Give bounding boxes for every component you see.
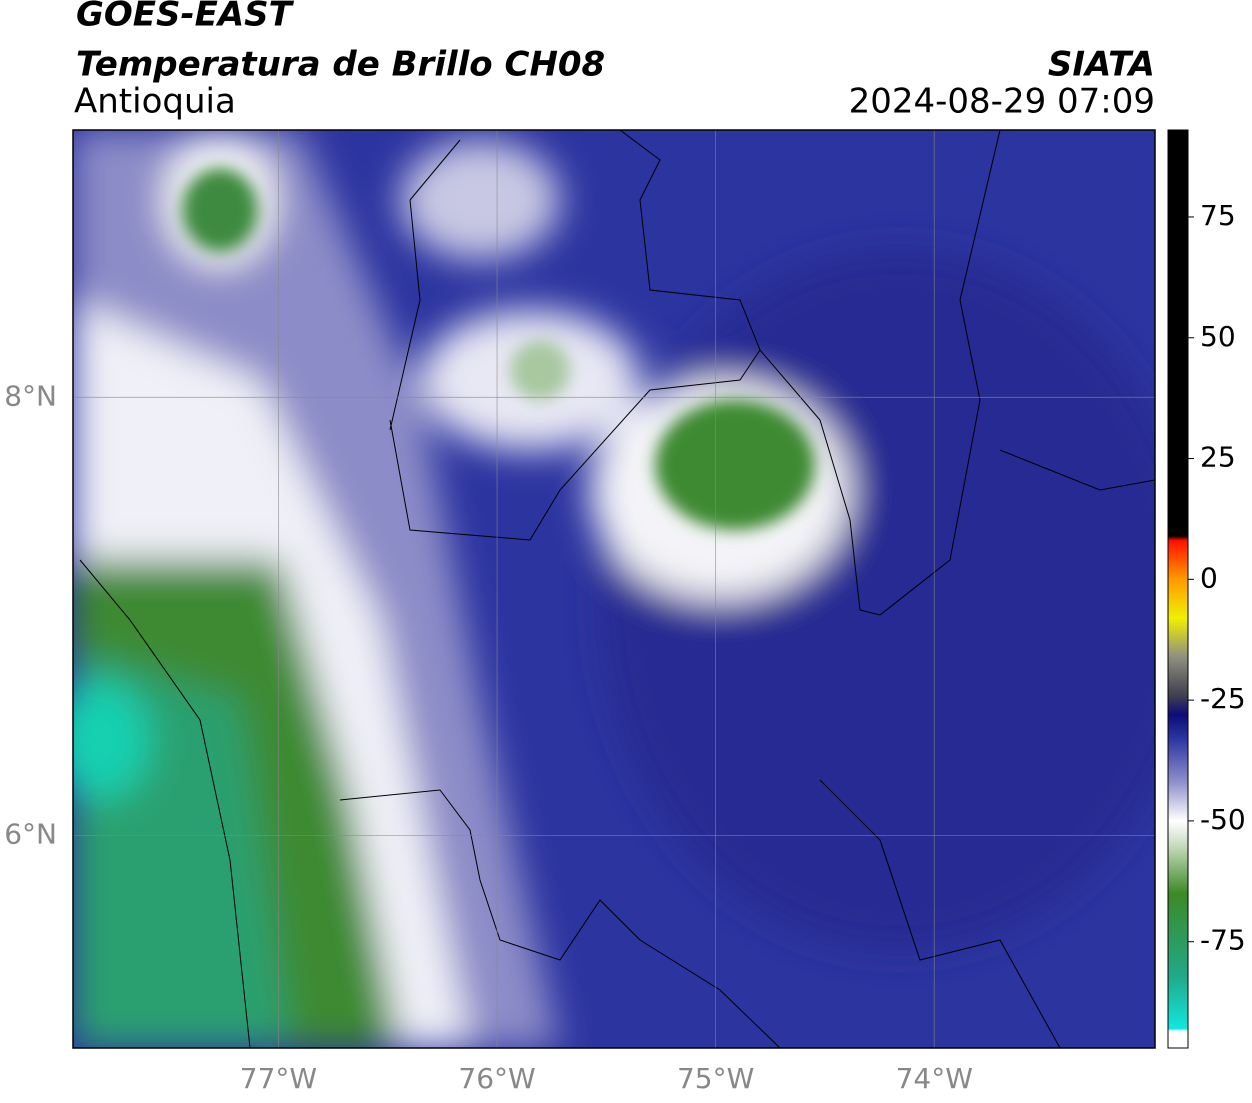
title: GOES-EAST (76, 0, 295, 35)
colorbar-tick-label: 50 (1200, 320, 1236, 353)
y-tick-label: 6°N (4, 817, 57, 850)
colorbar (1167, 129, 1189, 1049)
colorbar-tick-label: -50 (1200, 803, 1246, 836)
x-tick-label: 76°W (458, 1062, 535, 1095)
source: SIATA (1048, 45, 1155, 85)
colorbar-tick-label: 0 (1200, 561, 1218, 594)
datetime: 2024-08-29 07:09 (849, 82, 1155, 122)
x-tick-label: 74°W (896, 1062, 973, 1095)
y-tick-label: 8°N (4, 379, 57, 412)
colorbar-tick-label: 75 (1200, 199, 1236, 232)
region: Antioquia (74, 82, 236, 122)
colorbar-tick-label: -75 (1200, 924, 1246, 957)
map-imagery (73, 130, 1155, 1048)
map-frame (72, 129, 1156, 1049)
colorbar-tick-label: -25 (1200, 682, 1246, 715)
x-tick-label: 77°W (240, 1062, 317, 1095)
colorbar-ticks: 75 50 25 0 -25 -50 -75 (1188, 199, 1246, 957)
grid (73, 130, 1155, 1048)
colorbar-tick-label: 25 (1200, 441, 1236, 474)
x-tick-label: 75°W (677, 1062, 754, 1095)
boundaries (79, 130, 1155, 1048)
subtitle: Temperatura de Brillo CH08 (76, 45, 605, 85)
